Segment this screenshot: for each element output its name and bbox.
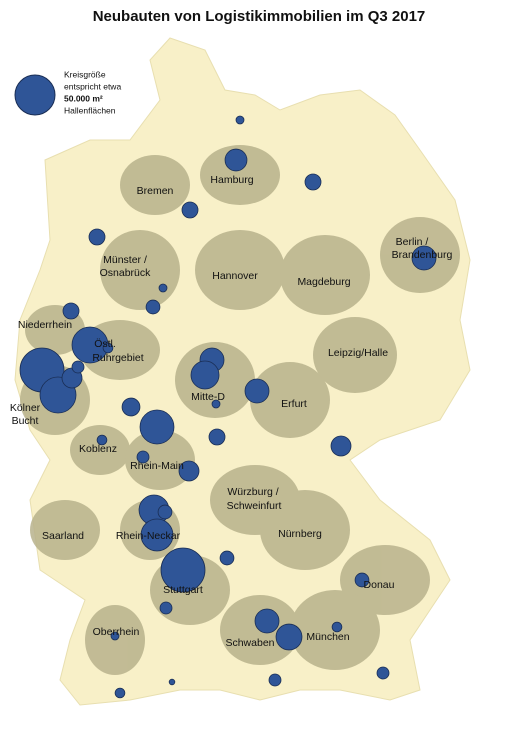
title: Neubauten von Logistikimmobilien im Q3 2… <box>93 8 426 25</box>
bubble <box>88 228 106 246</box>
bubble <box>254 608 280 634</box>
bubble <box>331 621 343 633</box>
bubble <box>121 397 141 417</box>
legend-text: Hallenflächen <box>64 105 116 115</box>
bubble <box>244 378 270 404</box>
bubble <box>102 342 114 354</box>
region-area <box>195 230 285 310</box>
bubble <box>190 360 220 390</box>
region-area <box>70 425 130 475</box>
region-label: Schweinfurt <box>227 500 282 512</box>
region-label: Rhein-Neckar <box>116 530 181 542</box>
bubble <box>275 623 303 651</box>
region-area <box>120 155 190 215</box>
region-area <box>313 317 397 393</box>
region-label: Nürnberg <box>278 528 322 540</box>
bubble <box>224 148 248 172</box>
region-label: Leipzig/Halle <box>328 347 388 359</box>
bubble <box>110 631 120 641</box>
bubble <box>96 434 108 446</box>
region-label: Schwaben <box>225 637 274 649</box>
bubble <box>208 428 226 446</box>
region-label: Brandenburg <box>392 249 453 261</box>
region-label: Kölner <box>10 402 41 414</box>
region-label: Ruhrgebiet <box>92 352 143 364</box>
bubble <box>354 572 370 588</box>
bubble <box>168 678 176 686</box>
region-label: Hannover <box>212 270 258 282</box>
region-label: Oberrhein <box>93 626 140 638</box>
legend-text: entspricht etwa <box>64 81 121 91</box>
legend-text: Kreisgröße <box>64 69 106 79</box>
bubble <box>219 550 235 566</box>
region-area <box>30 500 100 560</box>
region-label: Donau <box>364 579 395 591</box>
region-label: Berlin / <box>396 236 429 248</box>
region-label: Osnabrück <box>100 267 152 279</box>
bubble <box>304 173 322 191</box>
region-label: Mitte-D <box>191 391 225 403</box>
region-label: Stuttgart <box>163 584 203 596</box>
region-area <box>280 235 370 315</box>
bubble <box>160 547 206 593</box>
bubble <box>411 245 437 271</box>
bubble <box>178 460 200 482</box>
bubble <box>145 299 161 315</box>
bubble <box>235 115 245 125</box>
region-label: Niederrhein <box>18 319 72 331</box>
region-label: Erfurt <box>281 398 307 410</box>
region-label: Hamburg <box>210 174 253 186</box>
bubble <box>136 450 150 464</box>
region-area <box>250 362 330 438</box>
region-label: Rhein-Main <box>130 460 184 472</box>
bubble <box>268 673 282 687</box>
region-area <box>340 545 430 615</box>
bubble <box>376 666 390 680</box>
region-label: Münster / <box>103 254 147 266</box>
region-area <box>200 145 280 205</box>
legend-text: 50.000 m² <box>64 93 103 103</box>
bubble <box>139 409 175 445</box>
region-label: München <box>306 631 349 643</box>
region-area <box>125 430 195 490</box>
region-label: Bucht <box>12 415 39 427</box>
bubble <box>158 283 168 293</box>
region-area <box>260 490 350 570</box>
bubble <box>71 360 85 374</box>
region-label: Würzburg / <box>227 486 278 498</box>
legend-circle <box>14 74 56 116</box>
bubble <box>157 504 173 520</box>
bubble <box>114 687 126 699</box>
bubble <box>330 435 352 457</box>
bubble <box>211 399 221 409</box>
region-label: Magdeburg <box>297 276 350 288</box>
region-label: Saarland <box>42 530 84 542</box>
label-layer: Hamburg Bremen Münster /Osnabrück Hannover M… <box>10 174 453 649</box>
region-label: Koblenz <box>79 443 117 455</box>
region-label: Bremen <box>137 185 174 197</box>
bubble <box>62 302 80 320</box>
bubble <box>181 201 199 219</box>
region-label: Östl. <box>94 338 116 350</box>
bubble <box>159 601 173 615</box>
bubble-layer <box>19 115 437 699</box>
bubble <box>140 518 174 552</box>
